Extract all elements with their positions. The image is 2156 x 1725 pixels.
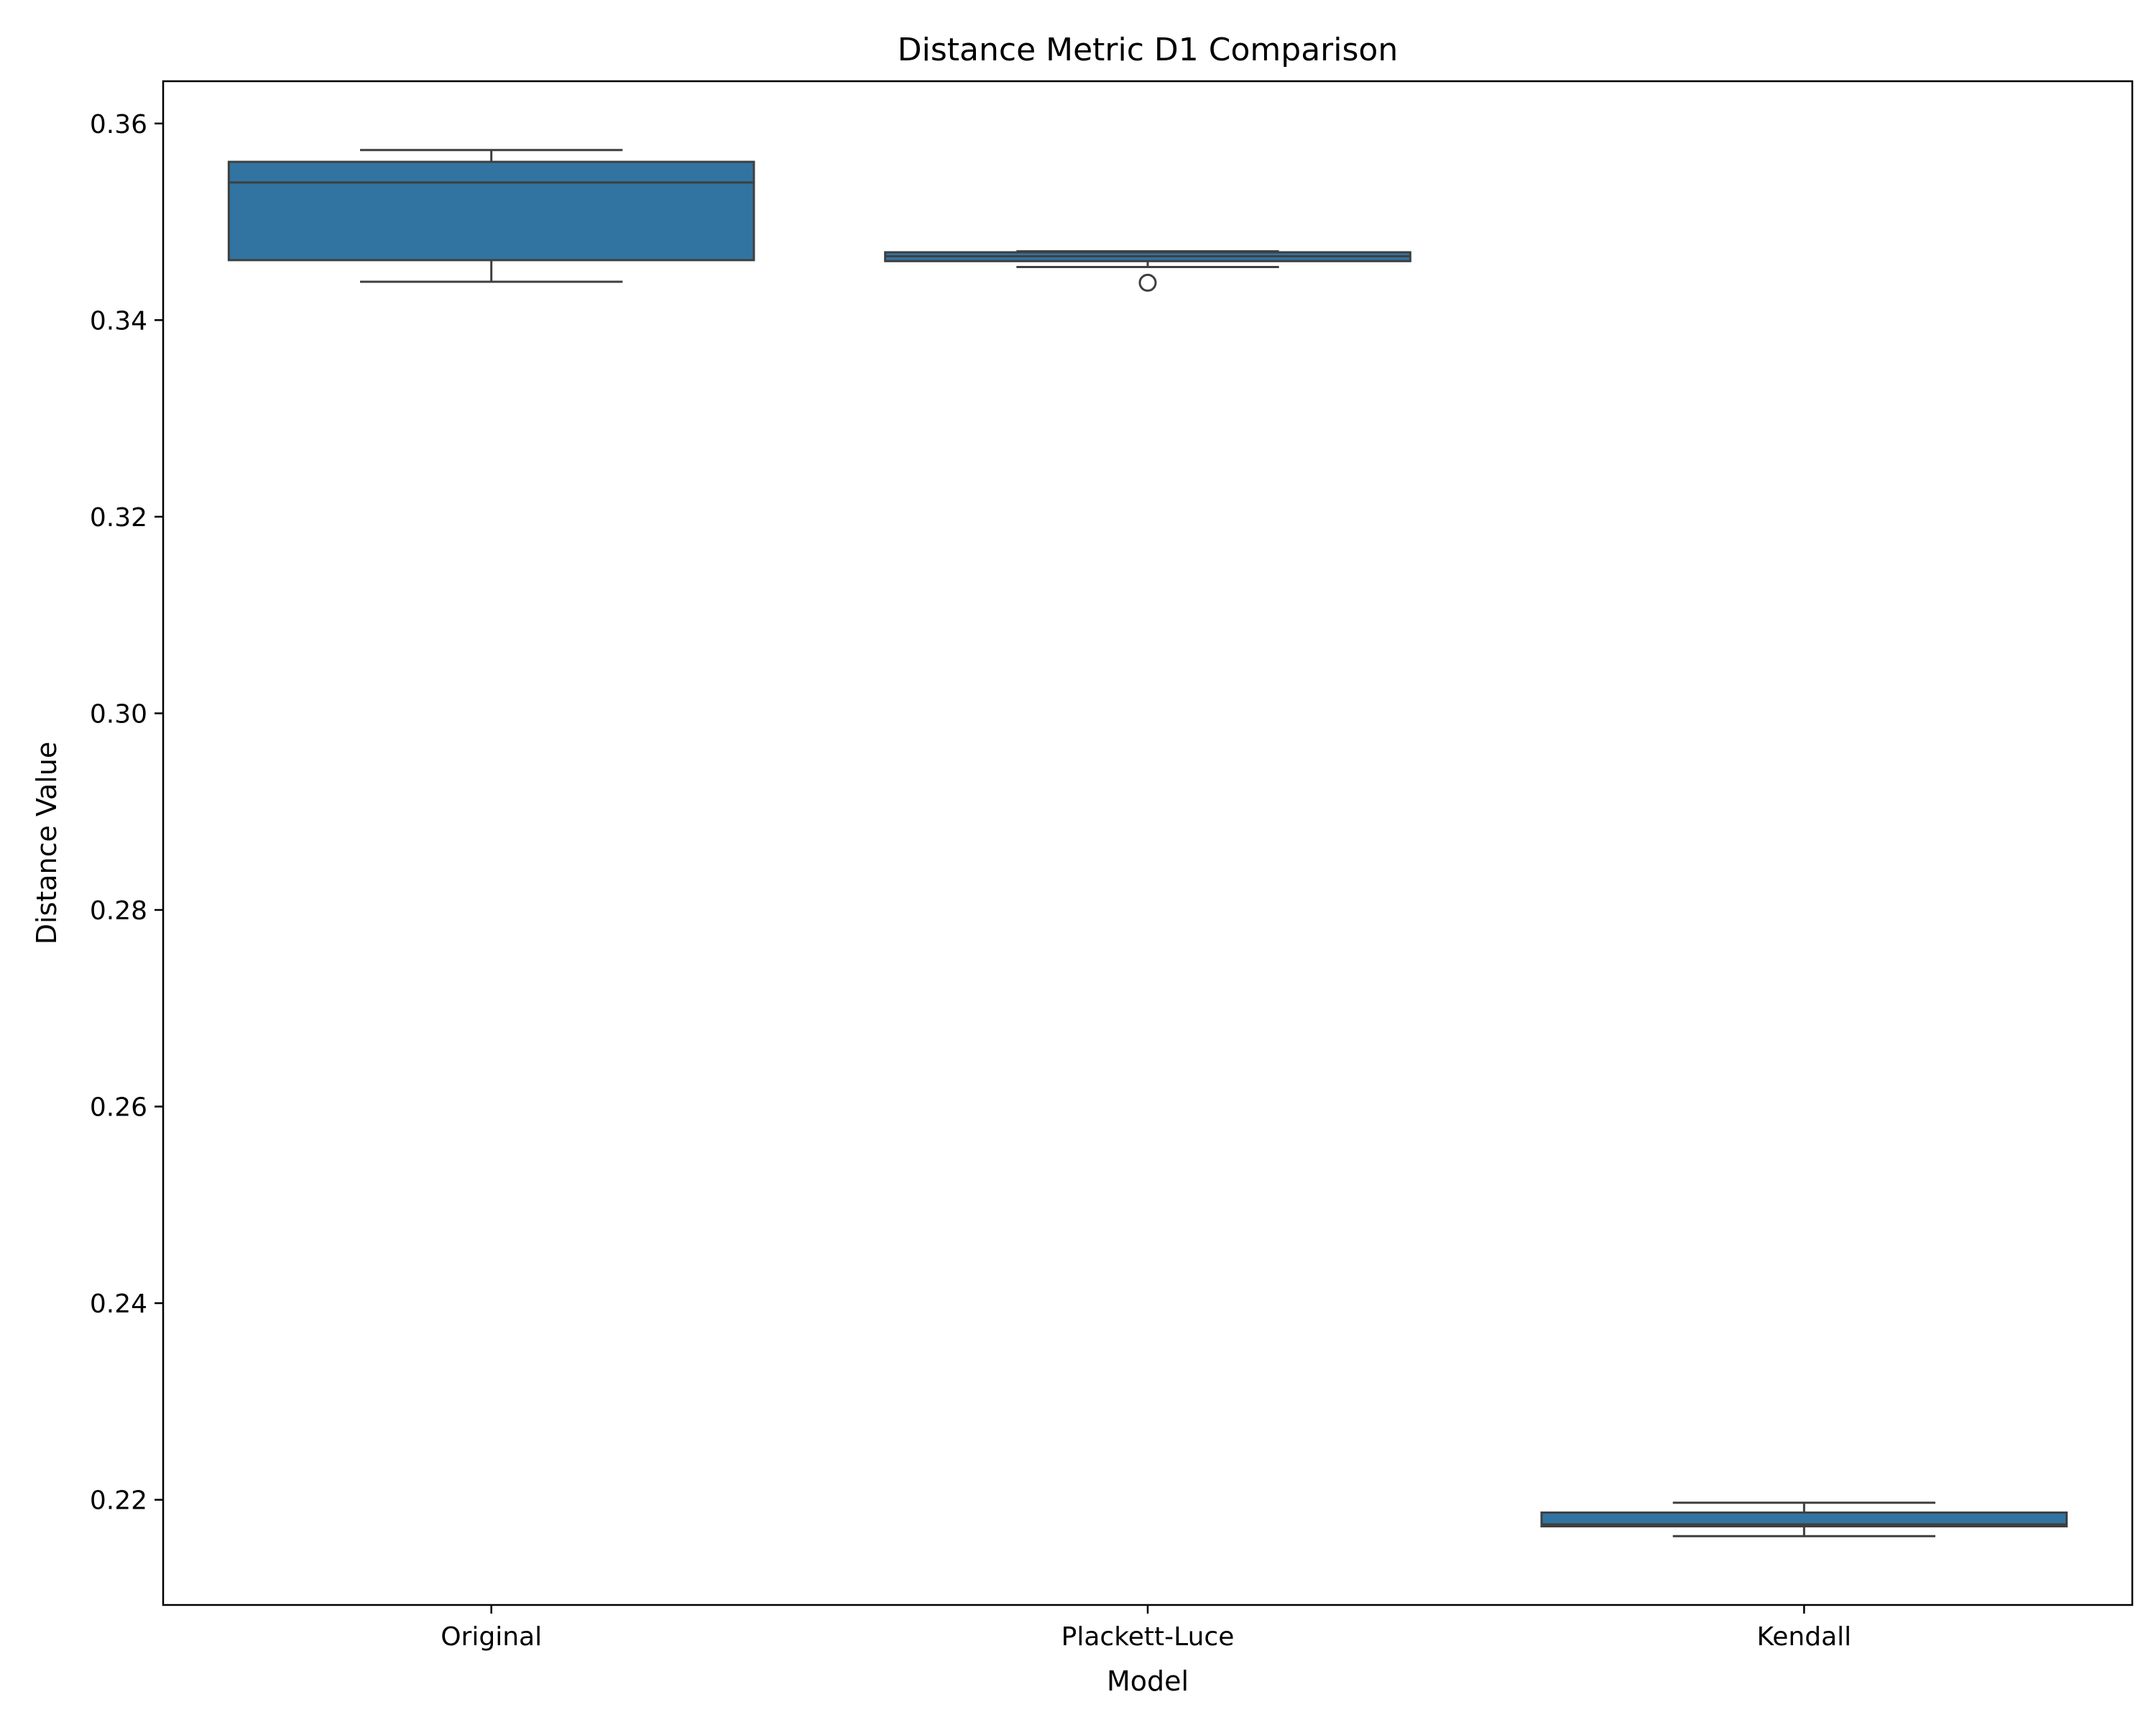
y-tick-label: 0.26 — [90, 1093, 147, 1123]
outlier-point — [1138, 273, 1157, 292]
y-tick-label: 0.30 — [90, 699, 147, 729]
x-axis-label: Model — [1107, 1665, 1189, 1697]
y-tick-label: 0.36 — [90, 110, 147, 139]
y-axis-label: Distance Value — [31, 742, 63, 945]
x-tick-label: Original — [441, 1622, 542, 1652]
y-axis: 0.22 0.24 0.26 0.28 0.30 0.32 0.34 0.36 — [90, 110, 163, 1516]
plot-frame — [162, 80, 2134, 1606]
y-tick-label: 0.34 — [90, 306, 147, 336]
y-tick-label: 0.28 — [90, 896, 147, 926]
box-plackett-luce — [884, 250, 1411, 292]
chart-title: Distance Metric D1 Comparison — [898, 32, 1398, 68]
plot-area — [227, 149, 2068, 1537]
x-tick-label: Kendall — [1756, 1622, 1851, 1652]
y-tick-label: 0.24 — [90, 1289, 147, 1319]
box-original — [227, 149, 755, 283]
iqr-box — [227, 160, 755, 262]
y-tick-label: 0.32 — [90, 503, 147, 533]
x-axis: Original Plackett-Luce Kendall — [441, 1605, 1851, 1652]
y-tick-label: 0.22 — [90, 1486, 147, 1516]
iqr-box — [1540, 1511, 2068, 1528]
x-tick-label: Plackett-Luce — [1061, 1622, 1235, 1652]
box-kendall — [1540, 1501, 2068, 1537]
